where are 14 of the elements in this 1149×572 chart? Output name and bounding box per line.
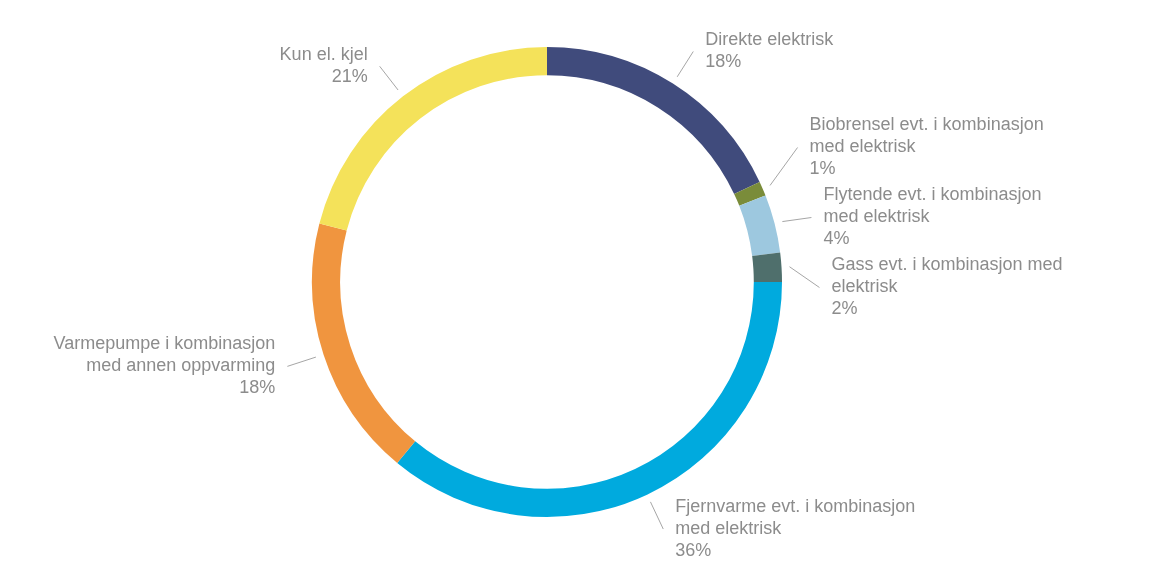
slice-label: Fjernvarme evt. i kombinasjon med elektrisk bbox=[675, 495, 916, 538]
data-label: 21% bbox=[331, 66, 368, 87]
slice-label: Biobrensel evt. i kombinasjon med elektrisk bbox=[809, 114, 1044, 157]
slice-label: Gass evt. i kombinasjon med elektrisk bbox=[831, 254, 1063, 297]
data-label: 18% bbox=[239, 377, 276, 398]
slice-label: Flytende evt. i kombinasjon med elektrisk bbox=[823, 184, 1042, 227]
data-label: 2% bbox=[831, 298, 858, 319]
slice-label: Varmepumpe i kombinasjon med annen oppvarming bbox=[53, 333, 276, 376]
data-label: 4% bbox=[823, 228, 850, 249]
slice-label: Direkte elektrisk bbox=[705, 29, 835, 50]
data-label: 36% bbox=[675, 539, 712, 560]
data-label: 18% bbox=[705, 51, 742, 72]
data-label: 1% bbox=[809, 158, 836, 179]
slice-label: Kun el. kjel bbox=[279, 44, 368, 65]
